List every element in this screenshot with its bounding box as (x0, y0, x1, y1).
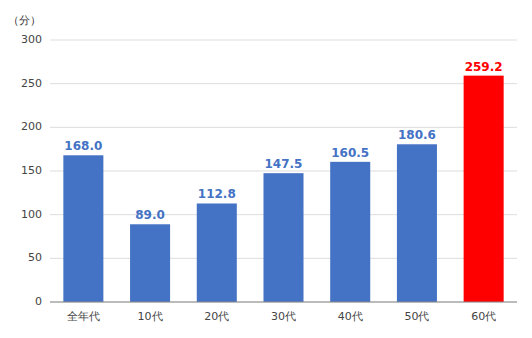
y-axis-label: （分） (8, 14, 41, 27)
x-tick-label: 60代 (471, 310, 496, 323)
data-label: 160.5 (331, 146, 369, 160)
y-tick-label: 0 (35, 295, 42, 308)
y-tick-label: 300 (21, 33, 42, 46)
bar (197, 203, 237, 302)
x-tick-label: 全年代 (67, 310, 100, 323)
bar (263, 173, 303, 302)
bar (130, 224, 170, 302)
data-label: 147.5 (265, 157, 303, 171)
grid-line (50, 83, 517, 84)
data-label: 180.6 (398, 128, 436, 142)
y-tick-label: 100 (21, 208, 42, 221)
x-tick-label: 50代 (404, 310, 429, 323)
data-label: 259.2 (465, 60, 503, 74)
bar (63, 155, 103, 302)
y-tick-label: 250 (21, 77, 42, 90)
bar (330, 162, 370, 302)
bar (464, 76, 504, 302)
x-tick-labels: 全年代 10代 20代 30代 40代 50代 60代 (67, 310, 496, 323)
x-tick-label: 40代 (338, 310, 363, 323)
data-label: 89.0 (135, 208, 165, 222)
data-label: 168.0 (64, 139, 102, 153)
bar (397, 144, 437, 302)
x-tick-label: 30代 (271, 310, 296, 323)
chart-svg: 0 50 100 150 200 250 300 168.0 89.0 112.8 147.5 160… (0, 0, 532, 338)
chart-container: 0 50 100 150 200 250 300 168.0 89.0 112.8 147.5 160… (0, 0, 532, 338)
x-tick-label: 10代 (138, 310, 163, 323)
bars (63, 76, 503, 302)
y-grid (50, 40, 517, 302)
y-tick-labels: 0 50 100 150 200 250 300 (21, 33, 42, 308)
grid-line (50, 40, 517, 41)
data-label: 112.8 (198, 187, 236, 201)
grid-line (50, 127, 517, 128)
y-tick-label: 50 (28, 251, 42, 264)
x-tick-label: 20代 (204, 310, 229, 323)
y-tick-label: 200 (21, 120, 42, 133)
x-axis-line (50, 302, 517, 303)
data-labels: 168.0 89.0 112.8 147.5 160.5 180.6 259.2 (64, 60, 502, 223)
y-tick-label: 150 (21, 164, 42, 177)
grid-line (50, 302, 517, 303)
